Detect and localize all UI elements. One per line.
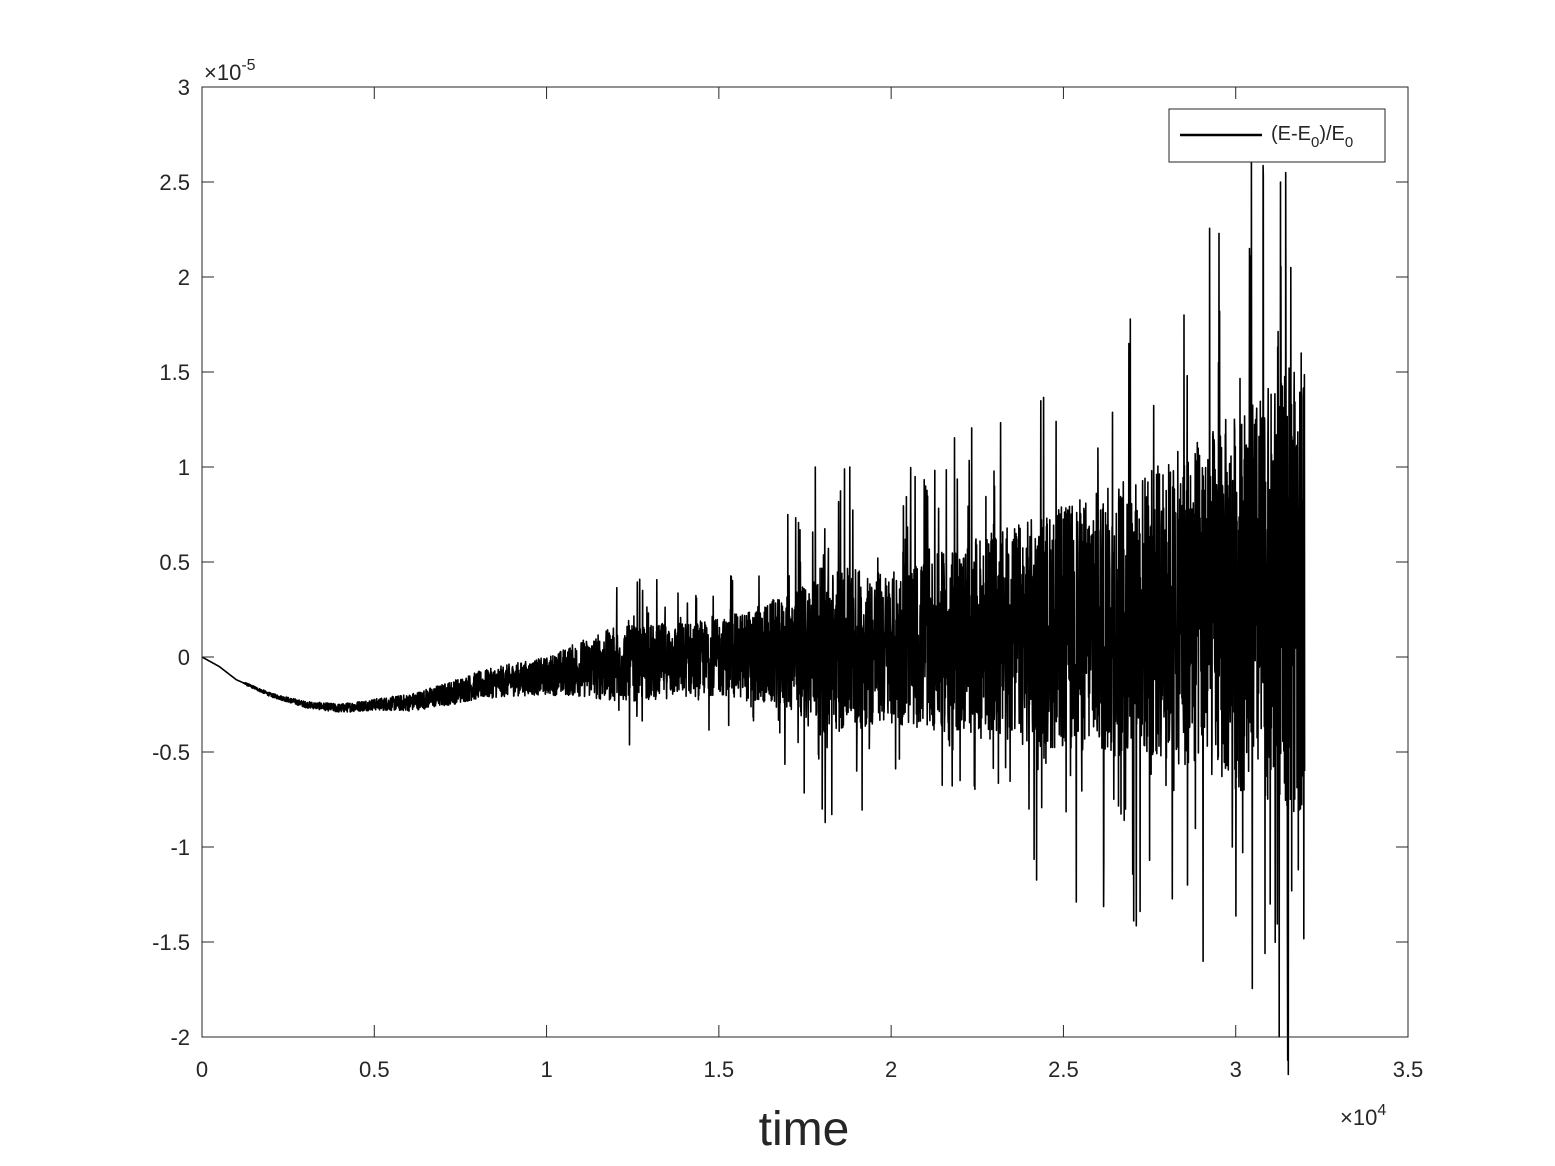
y-exponent-value: -5 [241, 57, 255, 74]
x-axis-label: time [759, 1103, 850, 1156]
series-layer [201, 160, 1306, 1076]
x-tick-label: 0 [196, 1057, 208, 1082]
x-tick-label: 3 [1230, 1057, 1242, 1082]
x-tick-label: 1 [540, 1057, 552, 1082]
x-tick-label: 2 [885, 1057, 897, 1082]
series-line-energy-error [201, 160, 1306, 1076]
y-tick-label: 0.5 [159, 550, 190, 575]
x-tick-label: 3.5 [1393, 1057, 1424, 1082]
legend-entry: (E-E0)/E0 [1271, 123, 1353, 151]
x-exponent-label: ×104 [1340, 1102, 1386, 1130]
y-tick-label: 3 [178, 75, 190, 100]
x-tick-label: 2.5 [1048, 1057, 1079, 1082]
y-tick-label: 2.5 [159, 170, 190, 195]
y-axis-ticks: -2 -1.5 -1 -0.5 0 0.5 1 1.5 2 2.5 3 [152, 75, 1408, 1050]
legend: (E-E0)/E0 [1168, 108, 1386, 163]
x-exponent-value: 4 [1377, 1102, 1386, 1119]
y-tick-label: 1 [178, 455, 190, 480]
y-tick-label: 2 [178, 265, 190, 290]
y-tick-label: -0.5 [152, 740, 190, 765]
y-exponent-label: ×10-5 [204, 57, 256, 85]
x-tick-label: 1.5 [704, 1057, 735, 1082]
x-tick-label: 0.5 [359, 1057, 390, 1082]
y-tick-label: -2 [170, 1025, 190, 1050]
y-tick-label: -1.5 [152, 930, 190, 955]
y-tick-label: -1 [170, 835, 190, 860]
y-tick-label: 0 [178, 645, 190, 670]
x-axis-ticks: 0 0.5 1 1.5 2 2.5 3 3.5 [196, 87, 1423, 1082]
y-tick-label: 1.5 [159, 360, 190, 385]
